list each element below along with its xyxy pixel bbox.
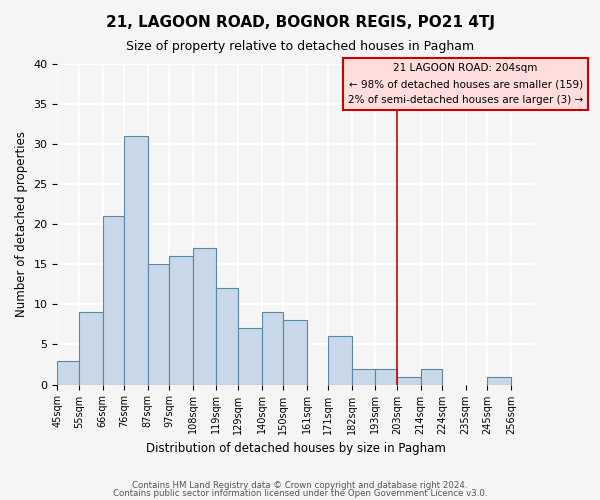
Bar [103,216,124,384]
Bar [124,136,148,384]
Bar [328,336,352,384]
Bar [421,368,442,384]
Bar [487,376,511,384]
Text: Contains public sector information licensed under the Open Government Licence v3: Contains public sector information licen… [113,488,487,498]
Bar [169,256,193,384]
Bar [376,368,397,384]
Bar [217,288,238,384]
Text: 21, LAGOON ROAD, BOGNOR REGIS, PO21 4TJ: 21, LAGOON ROAD, BOGNOR REGIS, PO21 4TJ [106,15,494,30]
Text: 21 LAGOON ROAD: 204sqm
← 98% of detached houses are smaller (159)
2% of semi-det: 21 LAGOON ROAD: 204sqm ← 98% of detached… [348,64,583,104]
Bar [79,312,103,384]
Bar [58,360,79,384]
Text: Contains HM Land Registry data © Crown copyright and database right 2024.: Contains HM Land Registry data © Crown c… [132,481,468,490]
Y-axis label: Number of detached properties: Number of detached properties [15,132,28,318]
Bar [352,368,376,384]
Bar [148,264,169,384]
Text: Size of property relative to detached houses in Pagham: Size of property relative to detached ho… [126,40,474,53]
Bar [193,248,217,384]
Bar [397,376,421,384]
X-axis label: Distribution of detached houses by size in Pagham: Distribution of detached houses by size … [146,442,446,455]
Bar [262,312,283,384]
Bar [238,328,262,384]
Bar [283,320,307,384]
